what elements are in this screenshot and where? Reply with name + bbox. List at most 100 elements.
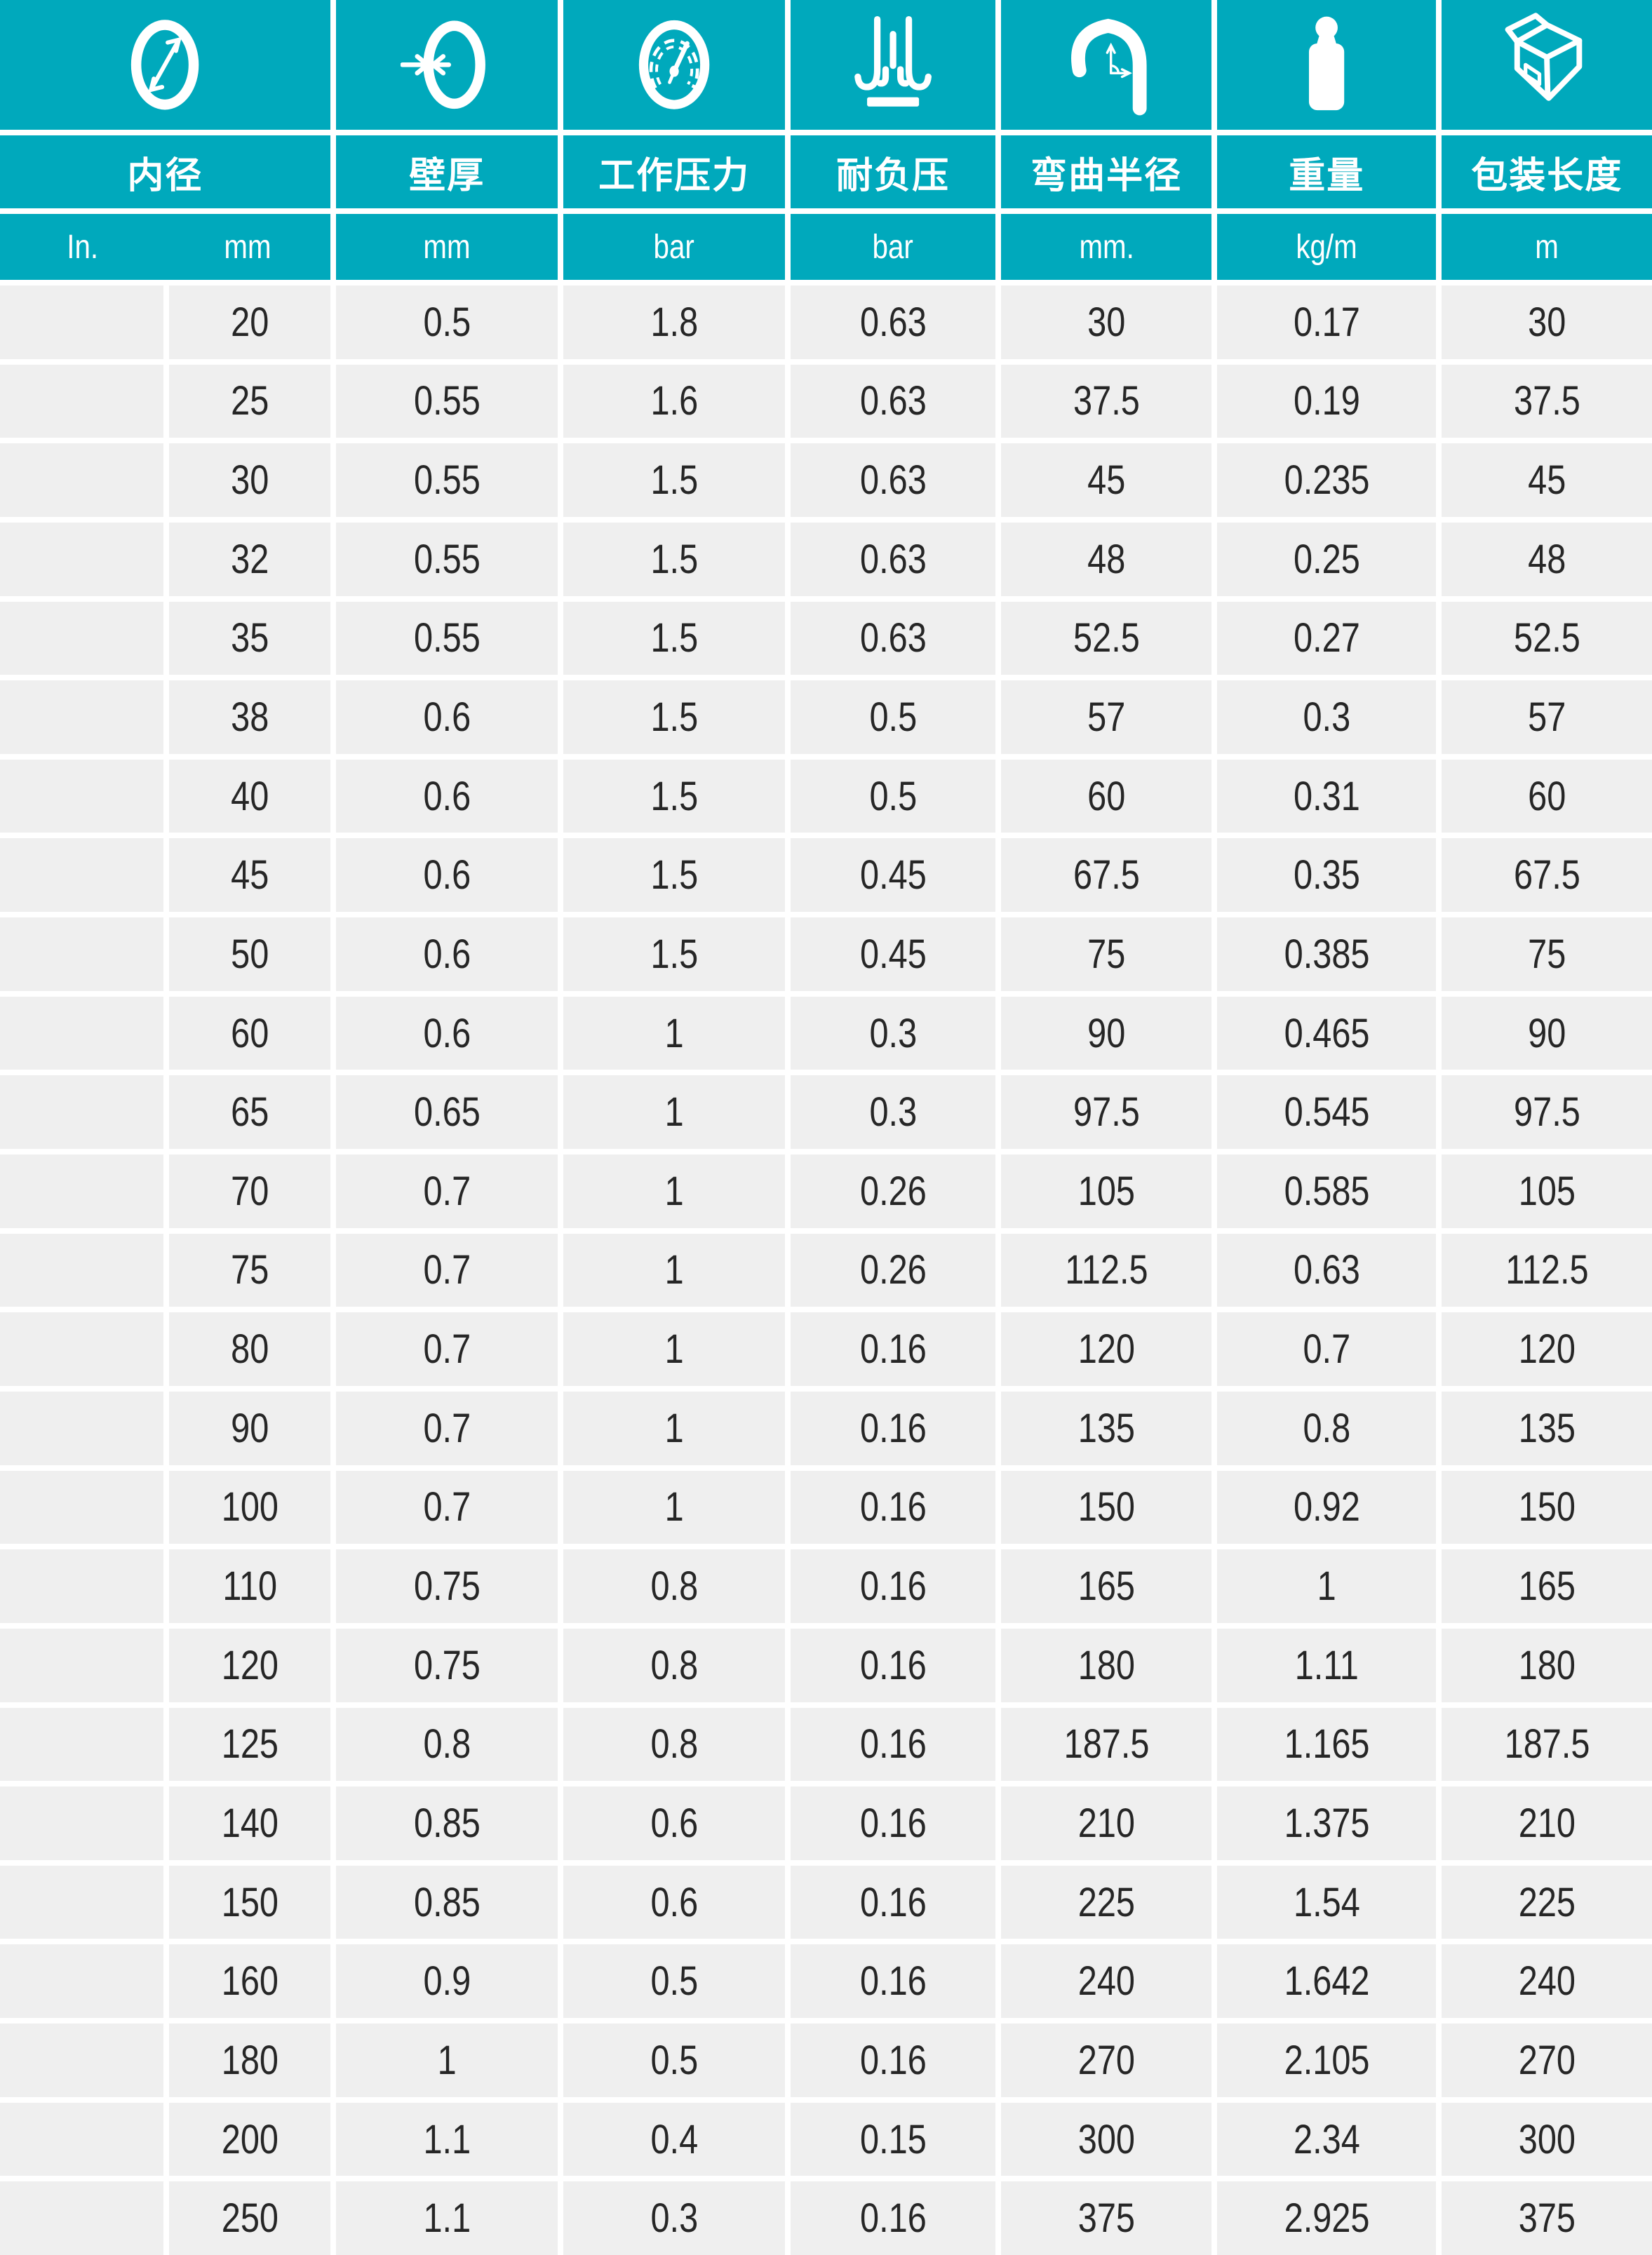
cell-inner-diameter-in	[0, 917, 164, 991]
package-length-icon	[1442, 0, 1652, 130]
cell-working-pressure: 0.8	[563, 1549, 785, 1623]
cell-inner-diameter-in	[0, 1233, 164, 1307]
cell-weight: 0.19	[1216, 364, 1437, 438]
cell-inner-diameter-in	[0, 838, 164, 913]
unit-inches: In.	[67, 228, 99, 266]
cell-package-length: 67.5	[1442, 838, 1652, 913]
column-title-working-pressure: 工作压力	[563, 135, 785, 208]
cell-package-length: 105	[1442, 1155, 1652, 1228]
cell-wall-thickness: 0.6	[335, 838, 558, 913]
cell-wall-thickness: 0.55	[335, 443, 558, 517]
cell-wall-thickness: 1.1	[335, 2102, 558, 2176]
cell-weight: 0.17	[1216, 285, 1437, 359]
cell-inner-diameter-mm: 25	[169, 364, 330, 438]
cell-inner-diameter-mm: 110	[169, 1549, 330, 1623]
cell-inner-diameter-in	[0, 285, 164, 359]
cell-inner-diameter-in	[0, 1549, 164, 1623]
cell-inner-diameter-in	[0, 2102, 164, 2176]
cell-inner-diameter-mm: 38	[169, 680, 330, 754]
cell-vacuum-resistance: 0.16	[790, 2024, 996, 2097]
cell-package-length: 150	[1442, 1470, 1652, 1544]
cell-weight: 0.545	[1216, 1075, 1437, 1150]
column-title-inner-diameter: 内径	[0, 135, 330, 208]
cell-wall-thickness: 0.5	[335, 285, 558, 359]
cell-bending-radius: 270	[1001, 2024, 1211, 2097]
cell-inner-diameter-mm: 60	[169, 996, 330, 1070]
cell-inner-diameter-mm: 125	[169, 1707, 330, 1782]
cell-working-pressure: 1.5	[563, 601, 785, 675]
cell-bending-radius: 300	[1001, 2102, 1211, 2176]
cell-inner-diameter-mm: 20	[169, 285, 330, 359]
cell-vacuum-resistance: 0.63	[790, 285, 996, 359]
cell-vacuum-resistance: 0.63	[790, 601, 996, 675]
cell-inner-diameter-in	[0, 522, 164, 596]
cell-working-pressure: 1	[563, 1470, 785, 1544]
cell-package-length: 187.5	[1442, 1707, 1652, 1782]
cell-package-length: 270	[1442, 2024, 1652, 2097]
cell-vacuum-resistance: 0.16	[790, 1391, 996, 1465]
cell-vacuum-resistance: 0.16	[790, 1470, 996, 1544]
cell-inner-diameter-in	[0, 1470, 164, 1544]
cell-bending-radius: 75	[1001, 917, 1211, 991]
cell-package-length: 165	[1442, 1549, 1652, 1623]
cell-wall-thickness: 0.6	[335, 680, 558, 754]
cell-weight: 0.31	[1216, 759, 1437, 833]
column-title-package-length: 包装长度	[1442, 135, 1652, 208]
cell-bending-radius: 97.5	[1001, 1075, 1211, 1150]
cell-inner-diameter-mm: 30	[169, 443, 330, 517]
cell-package-length: 52.5	[1442, 601, 1652, 675]
cell-package-length: 37.5	[1442, 364, 1652, 438]
cell-wall-thickness: 1	[335, 2024, 558, 2097]
cell-inner-diameter-in	[0, 2181, 164, 2255]
unit-inner-diameter: In. mm	[0, 214, 330, 280]
cell-vacuum-resistance: 0.5	[790, 680, 996, 754]
cell-vacuum-resistance: 0.63	[790, 364, 996, 438]
cell-inner-diameter-mm: 180	[169, 2024, 330, 2097]
cell-vacuum-resistance: 0.45	[790, 917, 996, 991]
cell-bending-radius: 210	[1001, 1786, 1211, 1860]
cell-bending-radius: 45	[1001, 443, 1211, 517]
cell-weight: 0.8	[1216, 1391, 1437, 1465]
column-title-weight: 重量	[1216, 135, 1437, 208]
cell-inner-diameter-mm: 250	[169, 2181, 330, 2255]
vacuum-resistance-icon	[790, 0, 996, 130]
cell-weight: 2.34	[1216, 2102, 1437, 2176]
cell-inner-diameter-mm: 90	[169, 1391, 330, 1465]
cell-vacuum-resistance: 0.3	[790, 1075, 996, 1150]
cell-weight: 0.35	[1216, 838, 1437, 913]
cell-wall-thickness: 0.55	[335, 364, 558, 438]
cell-inner-diameter-in	[0, 759, 164, 833]
cell-inner-diameter-in	[0, 443, 164, 517]
cell-working-pressure: 1.8	[563, 285, 785, 359]
cell-weight: 0.92	[1216, 1470, 1437, 1544]
cell-bending-radius: 240	[1001, 1944, 1211, 2019]
cell-wall-thickness: 0.8	[335, 1707, 558, 1782]
cell-bending-radius: 37.5	[1001, 364, 1211, 438]
cell-bending-radius: 60	[1001, 759, 1211, 833]
cell-working-pressure: 1	[563, 996, 785, 1070]
cell-package-length: 30	[1442, 285, 1652, 359]
cell-weight: 1.375	[1216, 1786, 1437, 1860]
cell-package-length: 240	[1442, 1944, 1652, 2019]
cell-bending-radius: 67.5	[1001, 838, 1211, 913]
cell-inner-diameter-mm: 100	[169, 1470, 330, 1544]
cell-bending-radius: 57	[1001, 680, 1211, 754]
cell-wall-thickness: 0.55	[335, 601, 558, 675]
cell-inner-diameter-in	[0, 1865, 164, 1939]
cell-wall-thickness: 0.7	[335, 1233, 558, 1307]
cell-bending-radius: 180	[1001, 1628, 1211, 1702]
cell-bending-radius: 112.5	[1001, 1233, 1211, 1307]
cell-vacuum-resistance: 0.16	[790, 1865, 996, 1939]
cell-weight: 0.385	[1216, 917, 1437, 991]
cell-package-length: 90	[1442, 996, 1652, 1070]
cell-inner-diameter-mm: 50	[169, 917, 330, 991]
cell-package-length: 112.5	[1442, 1233, 1652, 1307]
cell-package-length: 57	[1442, 680, 1652, 754]
cell-wall-thickness: 0.6	[335, 996, 558, 1070]
cell-vacuum-resistance: 0.26	[790, 1233, 996, 1307]
cell-vacuum-resistance: 0.63	[790, 522, 996, 596]
cell-working-pressure: 0.4	[563, 2102, 785, 2176]
cell-working-pressure: 0.6	[563, 1786, 785, 1860]
cell-wall-thickness: 0.7	[335, 1470, 558, 1544]
